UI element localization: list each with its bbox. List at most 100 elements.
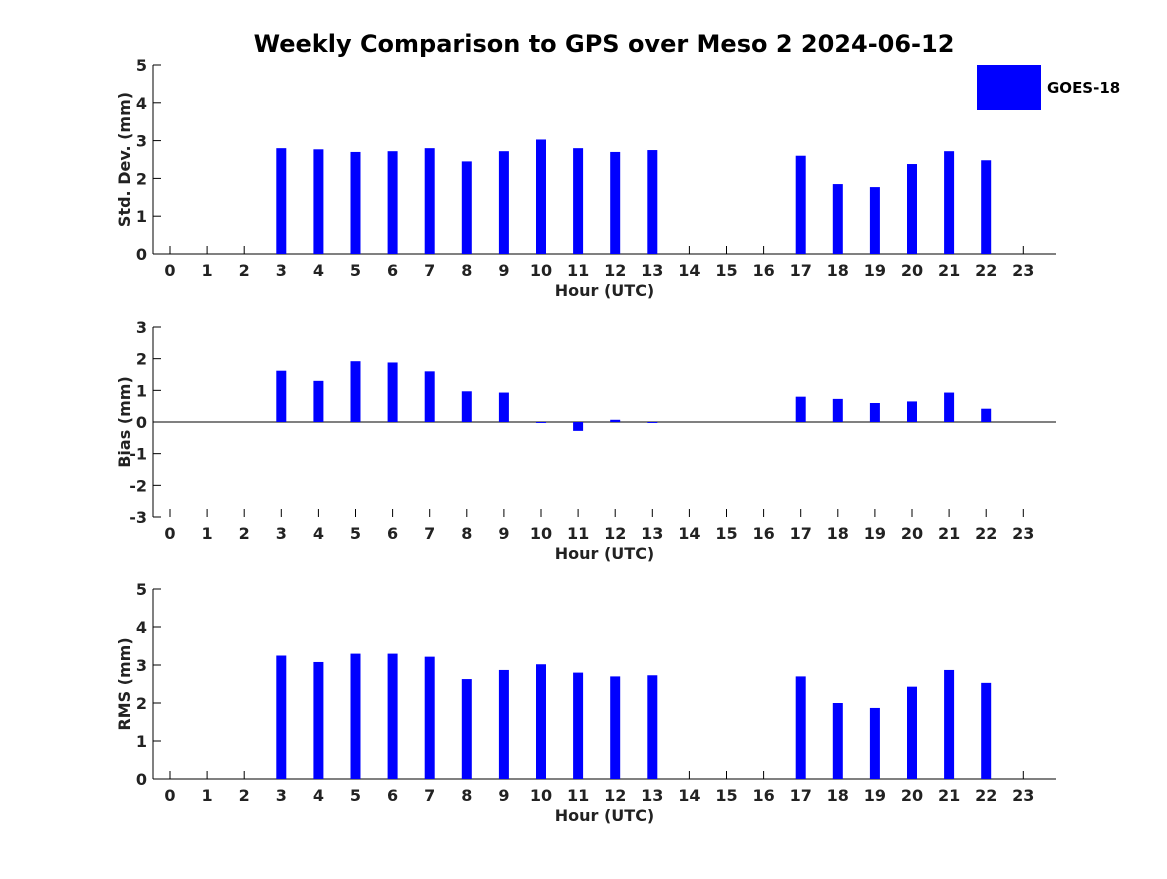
x-tick-label: 11: [567, 261, 589, 280]
x-tick-label: 1: [202, 524, 213, 543]
x-tick-label: 2: [239, 261, 250, 280]
x-tick-label: 11: [567, 786, 589, 805]
bar-hour-21: [944, 151, 955, 254]
legend-swatch-goes-18: [977, 65, 1041, 110]
bar-hour-13: [647, 150, 658, 254]
y-tick-label: 0: [136, 770, 147, 789]
legend: GOES-18: [977, 65, 1120, 110]
x-tick-label: 18: [827, 524, 849, 543]
y-tick-label: -2: [129, 476, 147, 495]
bar-hour-7: [424, 148, 435, 254]
y-tick-label: 2: [136, 694, 147, 713]
y-tick-label: 4: [136, 94, 147, 113]
bar-hour-4: [313, 661, 324, 779]
bar-hour-9: [498, 392, 509, 422]
bar-hour-12: [610, 151, 621, 254]
y-tick-label: 2: [136, 350, 147, 369]
x-tick-label: 21: [938, 786, 960, 805]
x-tick-label: 17: [790, 261, 812, 280]
bar-hour-3: [276, 370, 287, 422]
x-tick-label: 6: [387, 524, 398, 543]
x-tick-label: 18: [827, 786, 849, 805]
x-tick-label: 5: [350, 261, 361, 280]
bar-hour-5: [350, 361, 361, 422]
x-tick-label: 17: [790, 786, 812, 805]
bar-hour-12: [610, 419, 621, 422]
bar-hour-13: [647, 675, 658, 779]
x-axis-label: Hour (UTC): [555, 281, 655, 300]
bar-hour-17: [795, 676, 806, 779]
x-tick-label: 5: [350, 524, 361, 543]
x-tick-label: 23: [1012, 524, 1034, 543]
x-tick-label: 22: [975, 524, 997, 543]
x-tick-label: 14: [678, 786, 700, 805]
bar-hour-20: [907, 686, 917, 779]
x-tick-label: 7: [424, 524, 435, 543]
x-tick-label: 12: [604, 786, 626, 805]
x-tick-label: 8: [461, 786, 472, 805]
x-tick-label: 7: [424, 261, 435, 280]
x-tick-label: 14: [678, 261, 700, 280]
y-tick-label: 1: [136, 207, 147, 226]
bar-hour-20: [907, 401, 917, 422]
bar-hour-4: [313, 380, 324, 422]
bar-hour-22: [981, 408, 992, 422]
y-tick-label: 4: [136, 618, 147, 637]
bar-hour-9: [498, 151, 509, 254]
bar-hour-22: [981, 160, 992, 254]
bar-hour-22: [981, 682, 992, 779]
bar-hour-7: [424, 371, 435, 422]
x-tick-label: 19: [864, 524, 886, 543]
x-tick-label: 10: [530, 261, 552, 280]
y-axis-label: Std. Dev. (mm): [115, 92, 134, 227]
x-tick-label: 12: [604, 261, 626, 280]
y-tick-label: 1: [136, 732, 147, 751]
y-tick-label: -1: [129, 445, 147, 464]
x-tick-label: 4: [313, 524, 324, 543]
y-tick-label: 3: [136, 656, 147, 675]
x-tick-label: 3: [276, 786, 287, 805]
x-tick-label: 10: [530, 524, 552, 543]
bar-hour-6: [387, 151, 398, 254]
x-tick-label: 22: [975, 786, 997, 805]
legend-label: GOES-18: [1047, 79, 1120, 97]
x-tick-label: 13: [641, 261, 663, 280]
x-tick-label: 3: [276, 261, 287, 280]
x-tick-label: 16: [752, 524, 774, 543]
x-tick-label: 1: [202, 786, 213, 805]
y-tick-label: 2: [136, 169, 147, 188]
x-axis-label: Hour (UTC): [555, 806, 655, 825]
y-tick-label: 5: [136, 56, 147, 75]
x-tick-label: 6: [387, 786, 398, 805]
x-tick-label: 0: [164, 786, 175, 805]
figure-title: Weekly Comparison to GPS over Meso 2 202…: [254, 30, 955, 58]
x-tick-label: 6: [387, 261, 398, 280]
x-tick-label: 9: [498, 786, 509, 805]
x-tick-label: 22: [975, 261, 997, 280]
x-tick-label: 15: [715, 261, 737, 280]
x-tick-label: 20: [901, 786, 923, 805]
bar-hour-18: [832, 703, 843, 779]
x-tick-label: 0: [164, 524, 175, 543]
y-tick-label: 5: [136, 580, 147, 599]
bar-hour-4: [313, 149, 324, 254]
x-tick-label: 16: [752, 786, 774, 805]
x-axis-label: Hour (UTC): [555, 544, 655, 563]
x-tick-label: 5: [350, 786, 361, 805]
bar-hour-3: [276, 148, 287, 254]
bar-hour-11: [573, 422, 584, 431]
x-tick-label: 8: [461, 524, 472, 543]
x-tick-label: 10: [530, 786, 552, 805]
y-tick-label: 0: [136, 413, 147, 432]
x-tick-label: 15: [715, 786, 737, 805]
bar-hour-20: [907, 164, 917, 254]
bar-hour-7: [424, 656, 435, 779]
x-tick-label: 8: [461, 261, 472, 280]
bar-hour-6: [387, 653, 398, 779]
x-tick-label: 2: [239, 786, 250, 805]
x-tick-label: 7: [424, 786, 435, 805]
